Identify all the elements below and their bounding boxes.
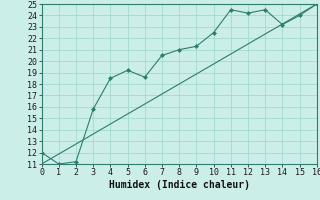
X-axis label: Humidex (Indice chaleur): Humidex (Indice chaleur) [109, 180, 250, 190]
